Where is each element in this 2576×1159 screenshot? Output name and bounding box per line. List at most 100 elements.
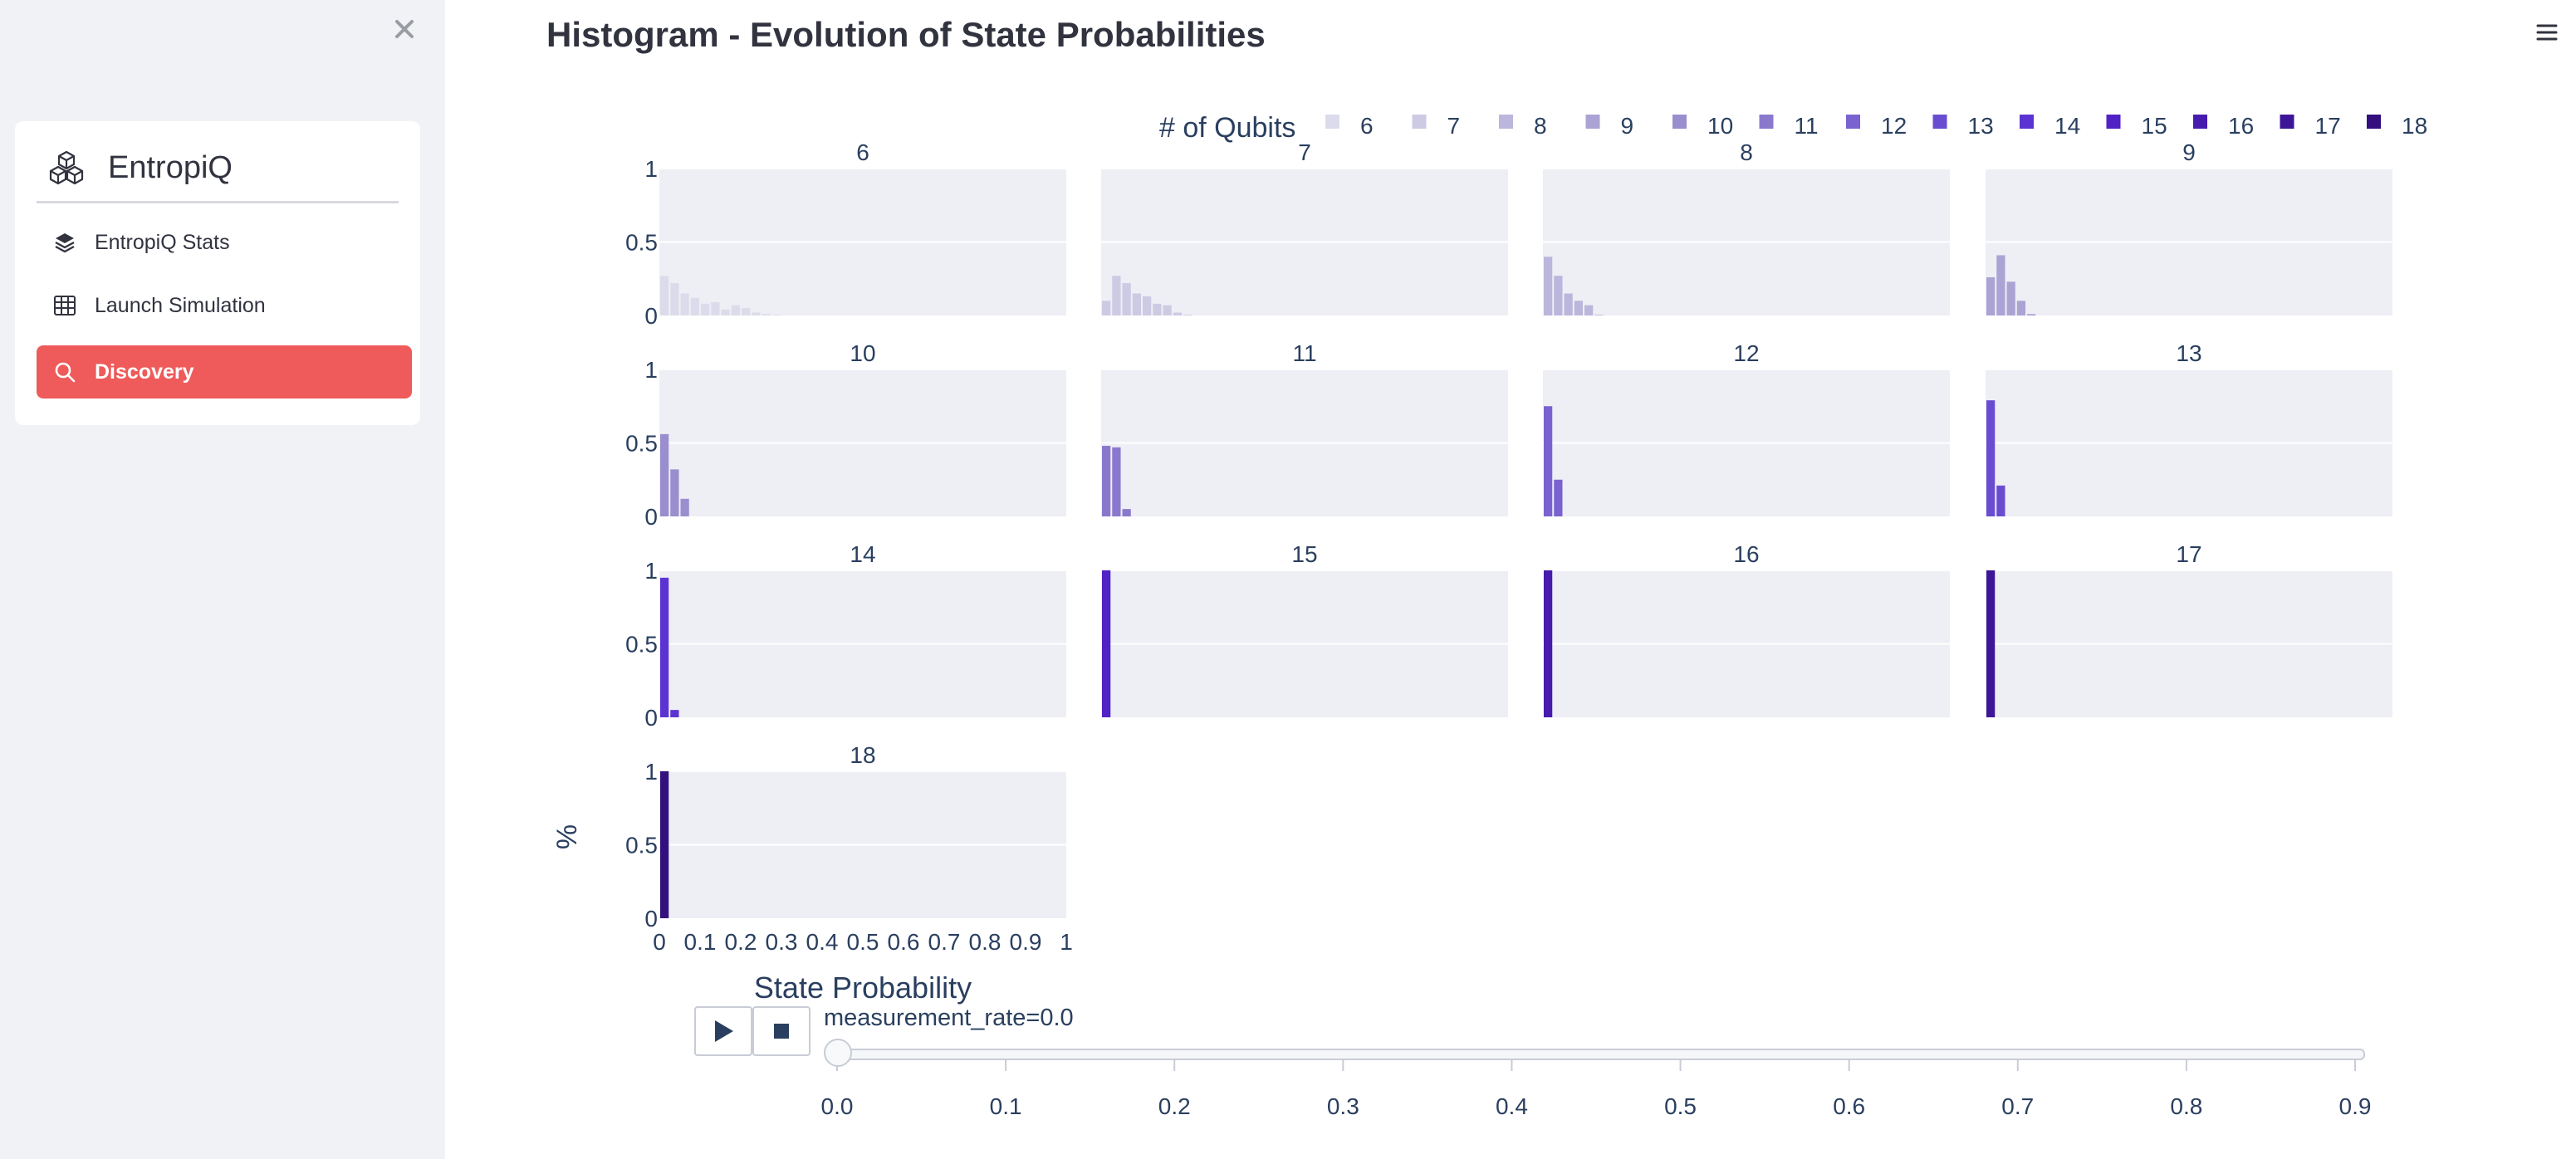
facet-panel-10 [659,369,1066,516]
histogram-bar [701,303,710,315]
slider-tick-label: 0.9 [2339,1093,2372,1119]
histogram-bar [1996,485,2005,516]
slider-tick-label: 0.6 [1833,1093,1865,1119]
legend-swatch [1325,115,1339,129]
histogram-bar [1986,276,1996,315]
facet-panel-6 [659,168,1066,315]
close-sidebar-button[interactable] [390,15,419,43]
histogram-bar [670,283,679,315]
x-tick-label: 0.2 [725,929,757,955]
x-tick-label: 0.7 [928,929,961,955]
search-icon [55,362,76,383]
legend-label: 14 [2054,113,2080,139]
slider-tick-label: 0.4 [1496,1093,1528,1119]
facet-title: 18 [850,742,875,768]
facet-panel-8 [1543,168,1950,315]
brand-name: EntropiQ [108,150,233,185]
facet-panel-12 [1543,369,1950,516]
play-button[interactable] [694,1006,752,1056]
histogram-bar [1102,301,1111,315]
slider-tick-label: 0.5 [1664,1093,1697,1119]
facet-panel-14 [659,570,1066,717]
x-tick-label: 0.1 [684,929,717,955]
nav-item-label: Discovery [95,360,194,384]
legend-swatch [2193,115,2207,129]
facet-title: 14 [850,541,875,567]
grid-icon [54,296,76,315]
legend-swatch [1585,115,1600,129]
facet-title: 17 [2176,541,2201,567]
legend-label: 11 [1795,113,1819,139]
slider-current-value: measurement_rate=0.0 [824,1005,1074,1031]
nav-item-launch-simulation[interactable]: Launch Simulation [37,279,412,332]
nav-item-discovery[interactable]: Discovery [37,345,412,399]
cubes-logo-icon [49,150,84,185]
stop-icon [774,1024,789,1039]
divider [37,201,399,203]
slider-tick-label: 0.3 [1327,1093,1359,1119]
y-tick-label: 1 [644,156,658,182]
histogram-bar [1102,446,1111,516]
sidebar: EntropiQ EntropiQ Stats Launch Simulatio… [0,0,445,1159]
legend-label: 6 [1360,113,1374,139]
histogram-bar [752,312,761,315]
histogram-bar [762,314,771,315]
histogram-bar [1554,479,1563,516]
nav-item-label: EntropiQ Stats [95,231,230,254]
facet-panel-11 [1101,369,1508,516]
legend-label: 7 [1447,113,1461,139]
histogram-bar [1122,283,1131,315]
facet-title: 10 [850,340,875,366]
y-tick-label: 0.5 [625,230,658,256]
x-tick-label: 0.8 [969,929,1002,955]
legend-swatch [2280,115,2294,129]
histogram-bar [1112,276,1121,315]
y-tick-label: 0.5 [625,833,658,858]
nav-menu: EntropiQ EntropiQ Stats Launch Simulatio… [15,121,420,425]
y-tick-label: 1 [644,558,658,584]
nav-item-entropiq-stats[interactable]: EntropiQ Stats [37,216,412,269]
legend-label: 15 [2142,113,2167,139]
legend-title: # of Qubits [1159,112,1295,144]
histogram-bar [1153,303,1162,315]
facet-title: 11 [1292,340,1316,366]
histogram-bar [1122,509,1131,516]
legend-swatch [1759,115,1774,129]
histogram-bar [670,469,679,516]
histogram-bar [1173,312,1182,315]
facet-panel-18 [659,770,1066,918]
slider-handle[interactable] [824,1039,852,1067]
histogram-bar [1163,305,1172,315]
legend-label: 16 [2228,113,2254,139]
facet-title: 6 [856,139,869,165]
slider-tick-label: 0.2 [1158,1093,1191,1119]
histogram-bar [1574,301,1583,315]
histogram-bar [1564,293,1573,315]
legend-label: 12 [1881,113,1907,139]
x-tick-label: 0.4 [806,929,839,955]
y-tick-label: 1 [644,357,658,383]
legend-swatch [2367,115,2381,129]
histogram-bar [1544,257,1553,315]
facet-panel-16 [1543,570,1950,717]
nav-item-label: Launch Simulation [95,294,266,317]
hamburger-menu-icon [2536,24,2558,41]
legend-swatch [1846,115,1860,129]
main-menu-button[interactable] [2533,18,2561,46]
legend-swatch [2020,115,2034,129]
histogram-bar [660,276,669,315]
facet-panel-9 [1986,168,2392,315]
histogram-bar [742,308,751,315]
histogram-bar [690,297,699,315]
stop-button[interactable] [752,1006,811,1056]
facet-panel-13 [1986,369,2392,516]
y-tick-label: 0.5 [625,431,658,457]
facet-title: 12 [1733,340,1759,366]
slider-tick-label: 0.7 [2001,1093,2034,1119]
legend-label: 17 [2315,113,2341,139]
histogram-bar [1986,400,1996,516]
measurement-rate-slider[interactable] [837,1049,2365,1060]
y-tick-label: 0 [644,504,658,530]
x-tick-label: 0.3 [766,929,798,955]
legend-label: 13 [1968,113,1994,139]
